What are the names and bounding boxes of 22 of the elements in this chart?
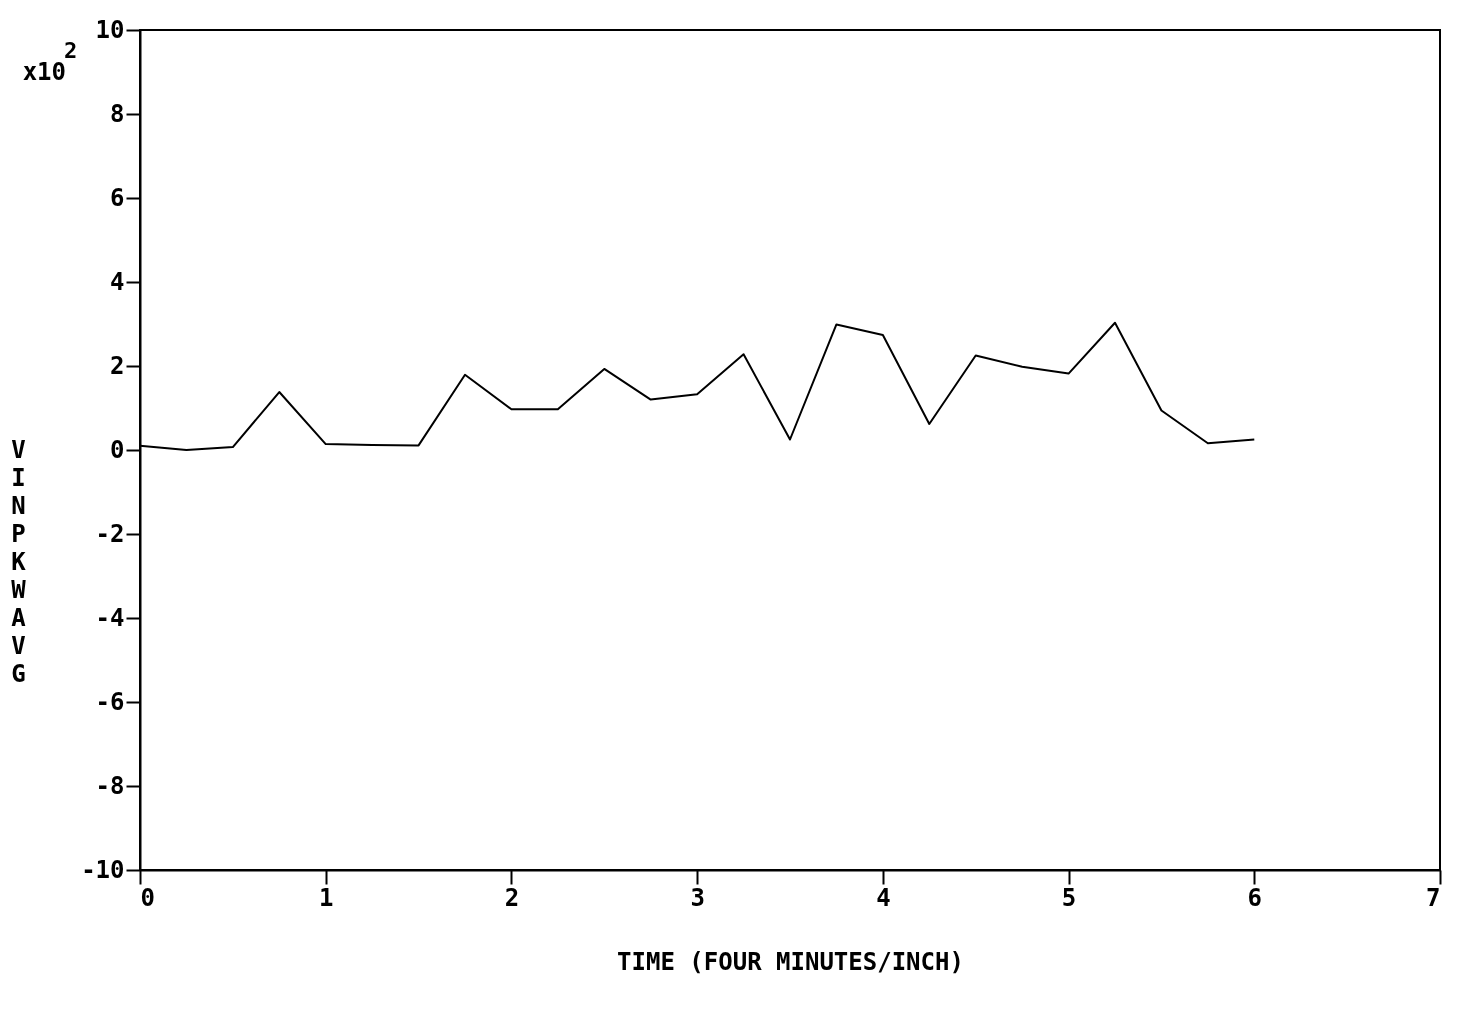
x-tick-label: 2 (504, 883, 520, 912)
y-tick-label: -6 (95, 687, 125, 716)
x-tick-label: 3 (690, 883, 705, 912)
y-tick-label: 0 (110, 435, 125, 464)
x-tick-label: 1 (318, 883, 334, 912)
x-tick-label: 7 (1426, 883, 1441, 912)
y-tick-label: -4 (95, 603, 125, 632)
y-tick-label: -10 (81, 855, 125, 884)
y-tick-label: 6 (110, 183, 125, 212)
x-tick-label: 6 (1247, 883, 1263, 912)
y-tick-label: -8 (95, 771, 125, 800)
x-axis-title: TIME (FOUR MINUTES/INCH) (617, 947, 964, 976)
y-tick-label: 10 (95, 15, 125, 44)
text: x102 (22, 38, 78, 86)
text: VINP KW AVG (11, 435, 26, 688)
y-tick-label: -2 (95, 519, 125, 548)
x-tick-label: 4 (876, 883, 891, 912)
y-tick-label: 8 (110, 99, 125, 128)
y-tick-label: 2 (110, 351, 125, 380)
x-tick-label: 5 (1061, 883, 1077, 912)
y-tick-label: 4 (110, 267, 125, 296)
x-tick-label: 0 (140, 883, 155, 912)
